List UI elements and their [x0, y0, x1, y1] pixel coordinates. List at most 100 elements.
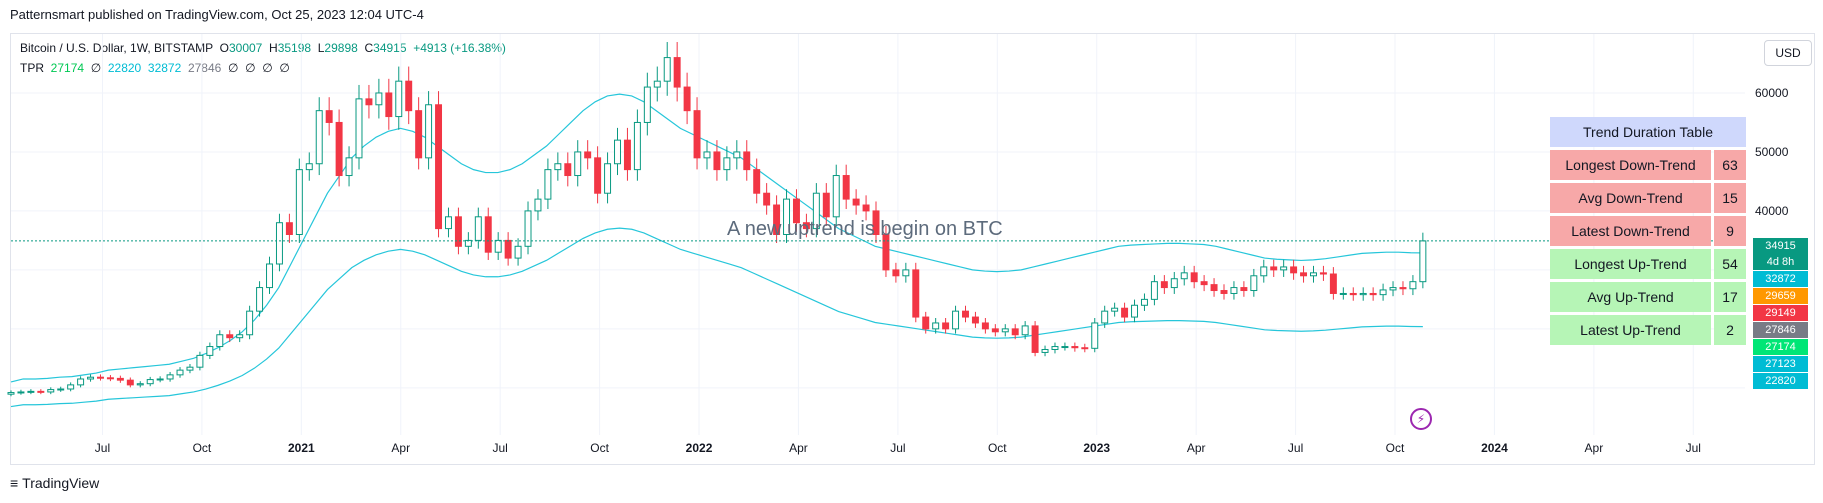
candle-body [1270, 266, 1278, 271]
candle-body [1280, 266, 1288, 271]
candle-body [47, 389, 55, 393]
candle-body [494, 239, 502, 253]
indicator-legend: TPR 27174 ∅ 22820 32872 27846 ∅ ∅ ∅ ∅ [20, 61, 290, 75]
candle-body [335, 121, 343, 177]
candle-body [514, 245, 522, 259]
candle-body [623, 139, 631, 171]
lightning-icon[interactable]: ⚡ [1410, 408, 1432, 430]
chart-annotation[interactable]: A new uptrend is begin on BTC [727, 218, 1003, 240]
candle-body [773, 204, 781, 236]
candle-body [345, 157, 353, 177]
candle-body [1290, 266, 1298, 274]
trend-row-label: Latest Up-Trend [1550, 315, 1711, 345]
tradingview-logo-icon[interactable]: ≡ [10, 475, 19, 491]
candle-body [1329, 273, 1337, 294]
high-label: H [269, 41, 278, 55]
time-axis-tick-label: Jul [1686, 441, 1701, 455]
indicator-value-4: 32872 [147, 61, 182, 75]
candle-body [1140, 298, 1148, 306]
candle-body [763, 192, 771, 206]
candle-body [852, 198, 860, 206]
candle-body [415, 110, 423, 159]
price-badge-text: 27174 [1765, 341, 1796, 353]
trend-row: Longest Up-Trend 54 [1550, 249, 1746, 279]
candle-body [653, 80, 661, 88]
candle-body [932, 322, 940, 330]
trend-row-label: Longest Down-Trend [1550, 150, 1711, 180]
time-axis-tick-label: Jul [493, 441, 508, 455]
price-badge-text: 32872 [1765, 273, 1796, 285]
candle-body [1310, 272, 1317, 277]
candle-body [206, 346, 214, 356]
trend-row-label: Longest Up-Trend [1550, 249, 1711, 279]
candle-body [1230, 287, 1238, 294]
candle-body [584, 151, 592, 159]
currency-button[interactable]: USD [1764, 40, 1812, 66]
trend-row: Avg Up-Trend 17 [1550, 282, 1746, 312]
candle-body [176, 369, 184, 376]
price-axis-tick-label: 60000 [1755, 86, 1789, 100]
change-value: +4913 (+16.38%) [413, 41, 506, 55]
candle-body [952, 310, 960, 330]
candle-body [1101, 310, 1109, 324]
candle-body [723, 157, 731, 171]
candle-body [544, 169, 552, 200]
candle-body [1349, 292, 1357, 296]
candle-body [1409, 281, 1417, 290]
candle-body [285, 222, 293, 236]
candle-body [842, 175, 850, 200]
price-badges: 34915 4d 8h 32872 29659 29149 27846 27174 27123… [1753, 238, 1808, 390]
price-badge-text: 29149 [1765, 307, 1796, 319]
candle-body [1180, 272, 1188, 280]
candle-body [1190, 272, 1198, 283]
candle-body [136, 383, 144, 386]
candle-body [832, 175, 840, 218]
indicator-name[interactable]: TPR [20, 61, 44, 75]
trend-row-value: 9 [1714, 216, 1746, 246]
candle-body [196, 354, 204, 368]
trend-duration-table: Trend Duration Table Longest Down-Trend 6… [1550, 117, 1746, 348]
candle-body [1011, 328, 1019, 336]
candle-body [1170, 278, 1178, 289]
candle-body [1389, 287, 1397, 291]
indicator-value-1: 27174 [50, 61, 85, 75]
candle-body [1160, 281, 1168, 289]
candle-body [892, 269, 900, 277]
candle-body [693, 110, 701, 159]
chart-frame [10, 33, 1815, 465]
candle-body [425, 104, 433, 159]
candle-body [902, 269, 910, 277]
time-axis-tick-label: Jul [890, 441, 905, 455]
trend-table-title: Trend Duration Table [1550, 117, 1746, 147]
price-badge-text: 34915 [1765, 240, 1796, 252]
time-axis-tick-label: 2022 [686, 441, 713, 455]
candle-body [1131, 304, 1139, 318]
price-axis[interactable]: 60000 50000 40000 [1755, 86, 1789, 218]
trend-row-value: 15 [1714, 183, 1746, 213]
candle-body [812, 192, 820, 230]
candle-body [57, 388, 65, 391]
indicator-value-2: ∅ [90, 61, 102, 75]
candle-body [1081, 347, 1089, 350]
candle-body [862, 204, 870, 212]
candle-body [385, 92, 393, 118]
price-badge: 29659 [1753, 288, 1808, 304]
candle-body [156, 378, 164, 381]
time-axis-tick-label: 2024 [1481, 441, 1508, 455]
symbol-title[interactable]: Bitcoin / U.S. Dollar, 1W, BITSTAMP [20, 41, 213, 55]
candle-body [1359, 292, 1367, 296]
time-axis-tick-label: 2023 [1083, 441, 1110, 455]
candle-body [444, 216, 452, 230]
price-badge: 22820 [1753, 373, 1808, 389]
candle-body [1379, 289, 1387, 296]
candle-body [266, 263, 273, 289]
candle-body [1260, 266, 1268, 277]
price-badge: 27846 [1753, 322, 1808, 338]
time-axis[interactable]: Jul Oct 2021 Apr Jul Oct 2022 Apr Jul Oct 2023 Apr J… [95, 441, 1701, 455]
candle-body [1051, 346, 1059, 350]
candle-body [1061, 346, 1069, 349]
trend-row: Latest Down-Trend 9 [1550, 216, 1746, 246]
price-badge-countdown: 4d 8h [1766, 256, 1795, 268]
candle-body [981, 322, 989, 330]
